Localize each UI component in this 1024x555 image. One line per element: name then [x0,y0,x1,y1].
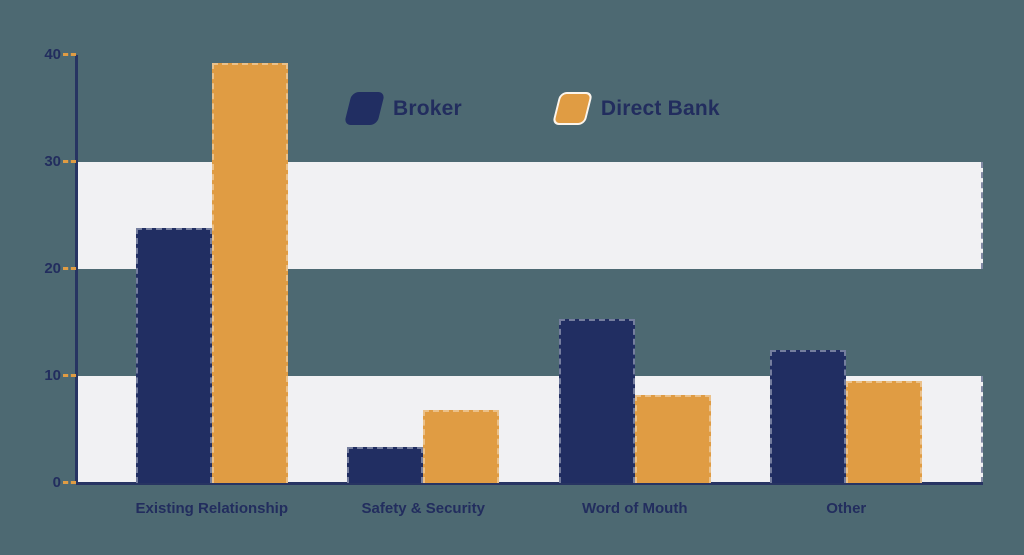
legend-item-broker: Broker [343,92,462,125]
x-category-label-word-of-mouth: Word of Mouth [581,500,688,517]
y-axis-line [75,55,78,484]
x-category-label-safety-security: Safety & Security [361,500,485,517]
plot-area: Existing Relationship Safety & Security Wo… [77,55,983,517]
bar-group-other: Other [741,55,953,517]
y-tick-mark-0 [63,481,76,484]
x-category-label-existing-relationship: Existing Relationship [135,500,289,517]
y-tick-label-30: 30 [44,153,61,170]
bar-broker-existing-relationship [135,228,212,483]
x-axis-line [76,482,983,485]
bar-direct-bank-other [846,381,923,483]
y-tick-mark-10 [63,374,76,377]
legend-label-broker: Broker [393,96,462,120]
y-tick-label-20: 20 [44,260,61,277]
y-tick-label-0: 0 [52,474,61,491]
x-category-label-other: Other [826,500,867,517]
bar-broker-other [770,350,847,483]
y-tick-mark-20 [63,267,76,270]
legend-label-direct-bank: Direct Bank [600,96,720,120]
bar-direct-bank-safety-security [423,410,500,483]
y-tick-label-40: 40 [44,46,61,63]
y-tick-label-10: 10 [44,367,61,384]
legend: Broker Direct Bank [343,92,720,125]
legend-item-direct-bank: Direct Bank [551,92,720,125]
y-tick-mark-30 [63,160,76,163]
bar-group-word-of-mouth: Word of Mouth [529,55,741,517]
bar-direct-bank-word-of-mouth [634,395,711,483]
bar-group-safety-security: Safety & Security [318,55,530,517]
y-tick-mark-40 [63,53,76,56]
bar-broker-word-of-mouth [558,319,635,483]
bar-broker-safety-security [347,446,424,483]
bar-group-existing-relationship: Existing Relationship [106,55,318,517]
bar-direct-bank-existing-relationship [211,62,288,483]
